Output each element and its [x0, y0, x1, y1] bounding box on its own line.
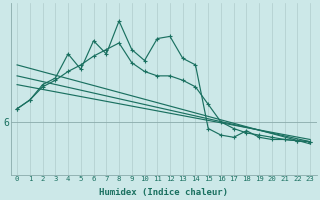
X-axis label: Humidex (Indice chaleur): Humidex (Indice chaleur)	[99, 188, 228, 197]
